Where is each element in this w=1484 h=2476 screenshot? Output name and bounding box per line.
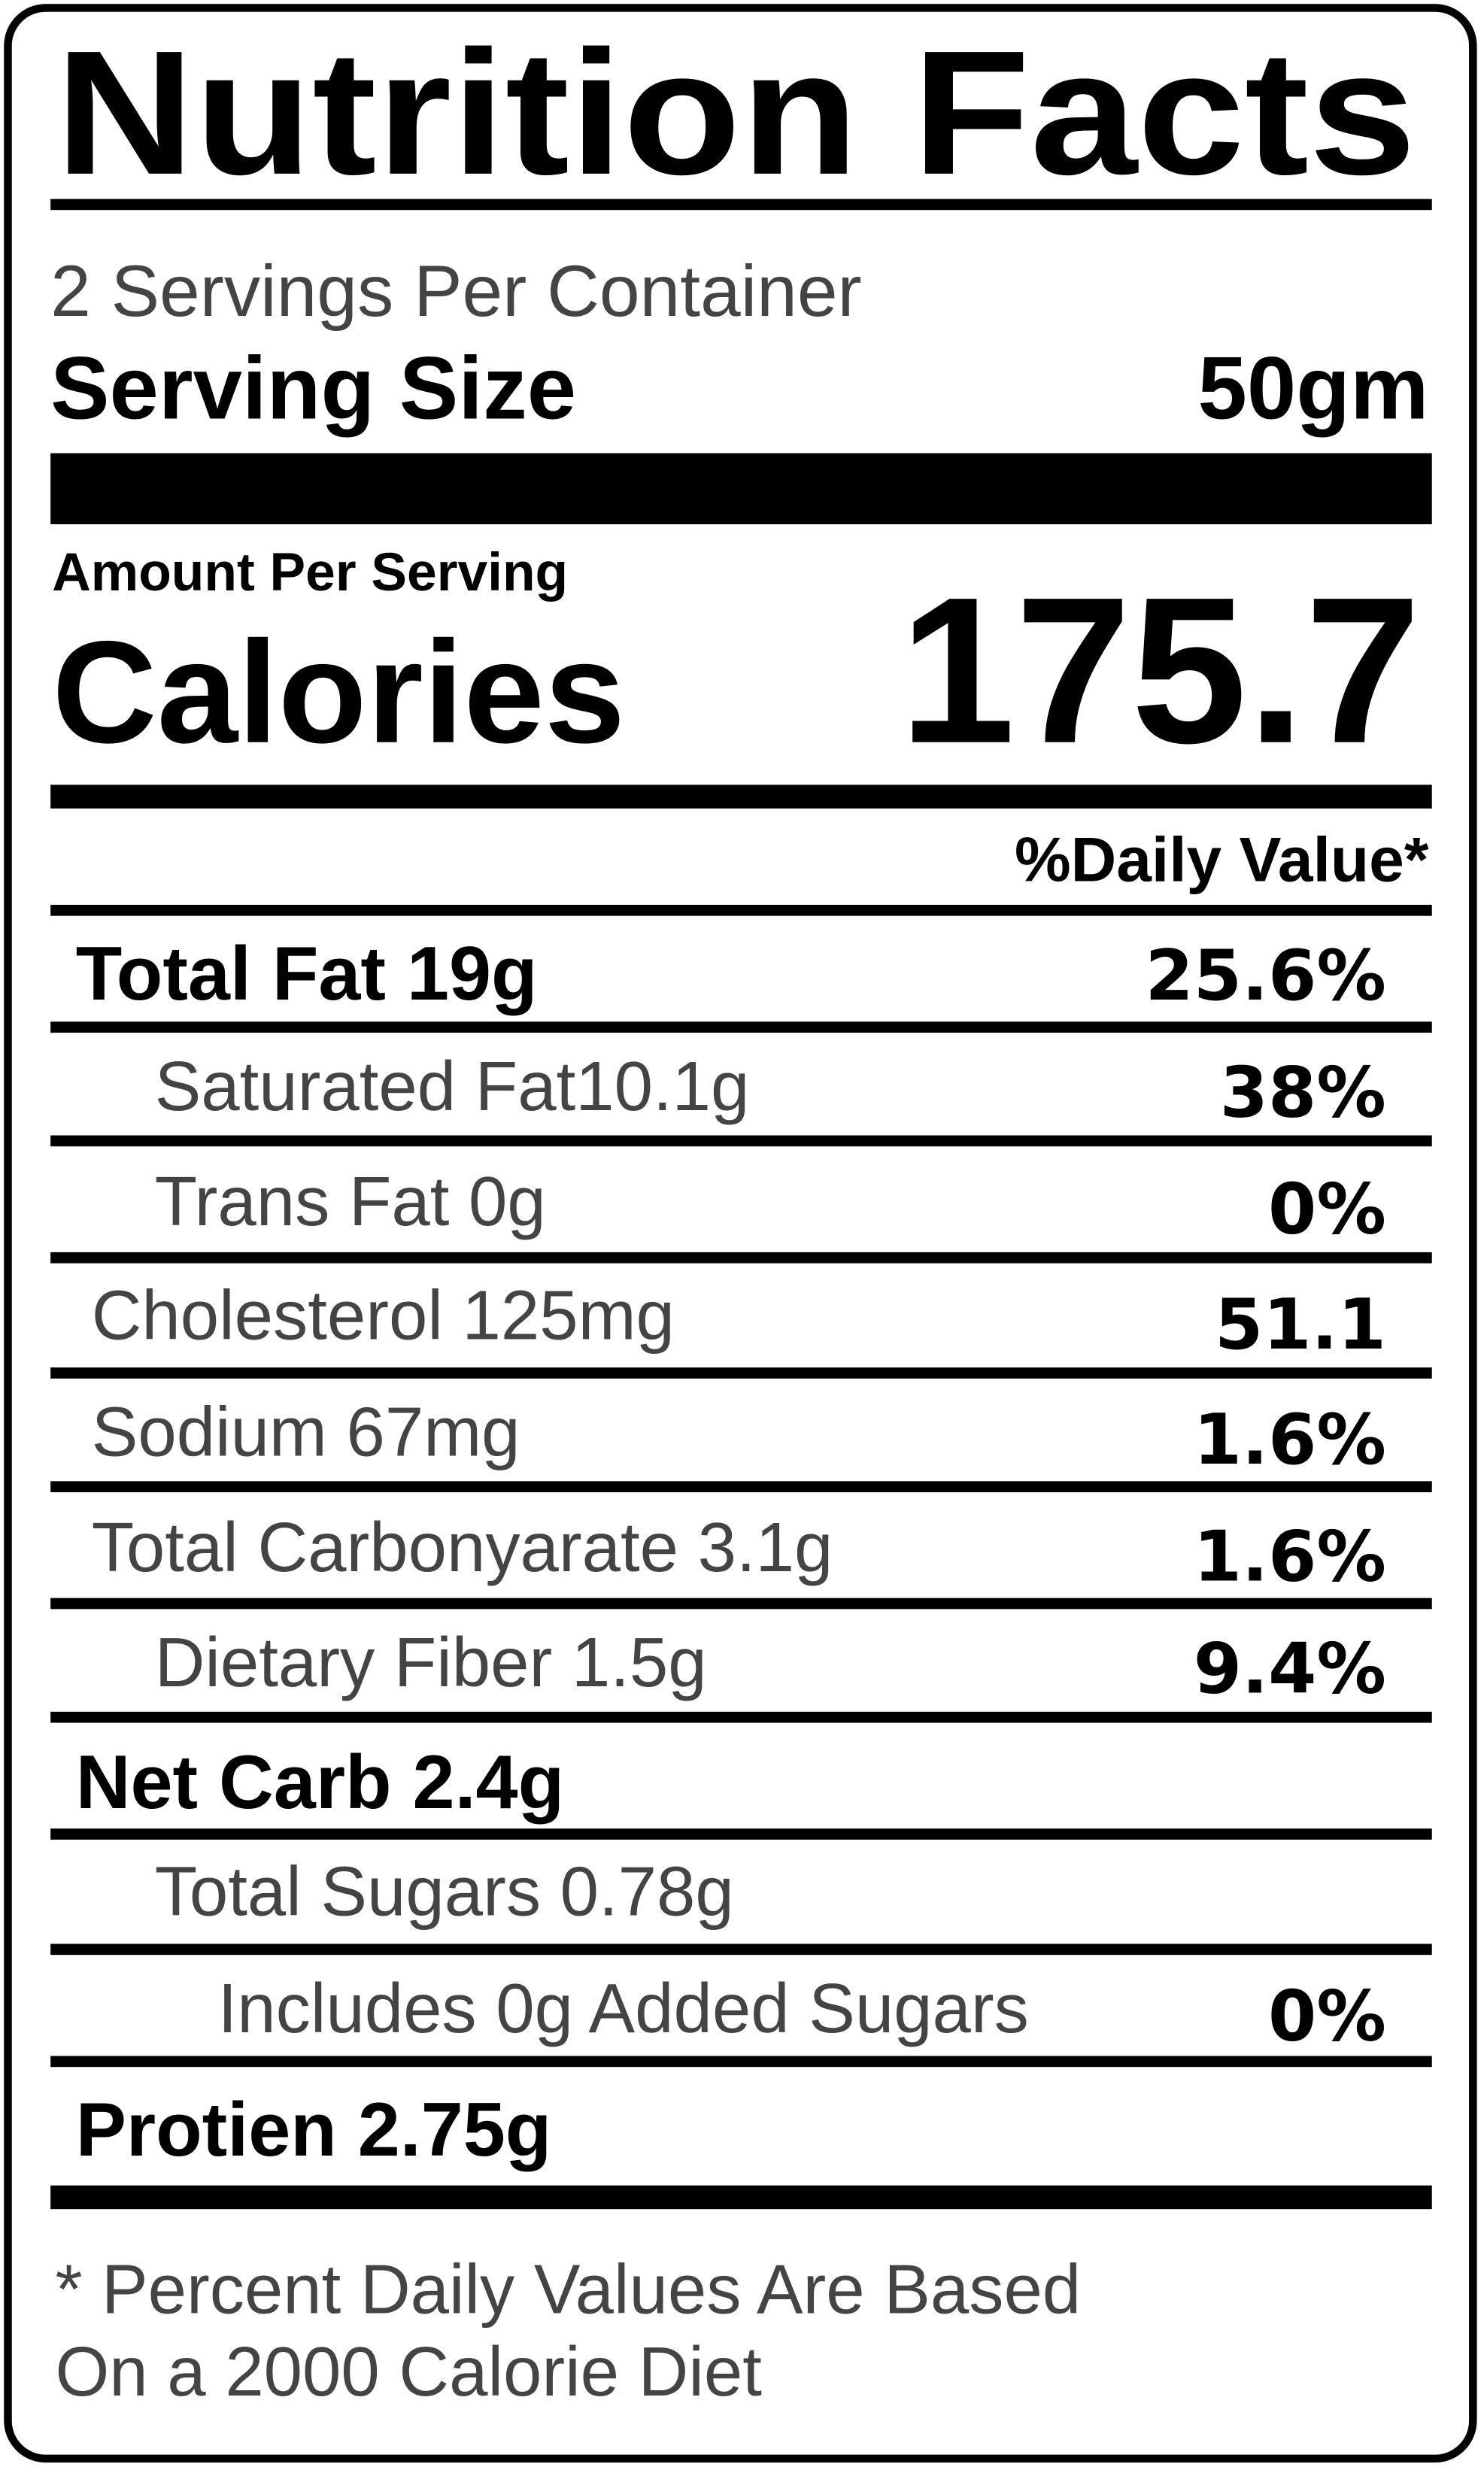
divider — [50, 2056, 1432, 2068]
calories-label: Calories — [52, 611, 625, 773]
row-label: Sodium 67mg — [92, 1393, 520, 1471]
divider — [50, 1021, 1432, 1033]
row-label: Total Sugars 0.78g — [155, 1852, 734, 1931]
row-label: Saturated Fat10.1g — [155, 1047, 750, 1125]
row-label: Trans Fat 0g — [155, 1162, 546, 1240]
label-border — [4, 4, 1477, 2463]
divider — [50, 1711, 1432, 1723]
row-dv: 9.4% — [1194, 1628, 1386, 1710]
footnote: On a 2000 Calorie Diet — [55, 2332, 761, 2411]
row-dv: 51.1 — [1215, 1284, 1386, 1365]
row-dv: 1.6% — [1194, 1516, 1386, 1598]
row-dv: 25.6% — [1145, 935, 1385, 1016]
serving-size-label: Serving Size — [50, 338, 576, 437]
calories-value: 175.7 — [900, 554, 1421, 787]
divider — [50, 1598, 1432, 1610]
row-dv: 1.6% — [1194, 1399, 1386, 1480]
row-label: Dietary Fiber 1.5g — [155, 1623, 707, 1701]
row-dv: 38% — [1220, 1051, 1386, 1133]
serving-size-value: 50gm — [1197, 338, 1428, 437]
servings: 2 Servings Per Container — [50, 251, 862, 332]
divider — [50, 1481, 1432, 1493]
row-label: Net Carb 2.4g — [76, 1740, 564, 1825]
row-label: Protien 2.75g — [76, 2088, 552, 2172]
row-label: Cholesterol 125mg — [92, 1276, 675, 1354]
divider — [50, 1367, 1432, 1379]
thick-bar — [50, 453, 1432, 525]
divider — [50, 199, 1432, 211]
amount-per-serving: Amount Per Serving — [52, 542, 568, 602]
divider — [50, 1252, 1432, 1264]
row-label: Includes 0g Added Sugars — [218, 1969, 1029, 2047]
divider — [50, 2185, 1432, 2210]
divider — [50, 784, 1432, 809]
row-dv: 0% — [1268, 1976, 1386, 2057]
divider — [50, 1828, 1432, 1840]
divider — [50, 1135, 1432, 1147]
daily-value-header: %Daily Value* — [1015, 824, 1429, 895]
row-label: Total Carbonyarate 3.1g — [92, 1508, 833, 1586]
row-dv: 0% — [1268, 1169, 1386, 1250]
divider — [50, 905, 1432, 916]
divider — [50, 1943, 1432, 1956]
row-label: Total Fat 19g — [76, 932, 538, 1016]
title: Nutrition Facts — [55, 14, 1416, 211]
footnote: * Percent Daily Values Are Based — [55, 2250, 1081, 2329]
